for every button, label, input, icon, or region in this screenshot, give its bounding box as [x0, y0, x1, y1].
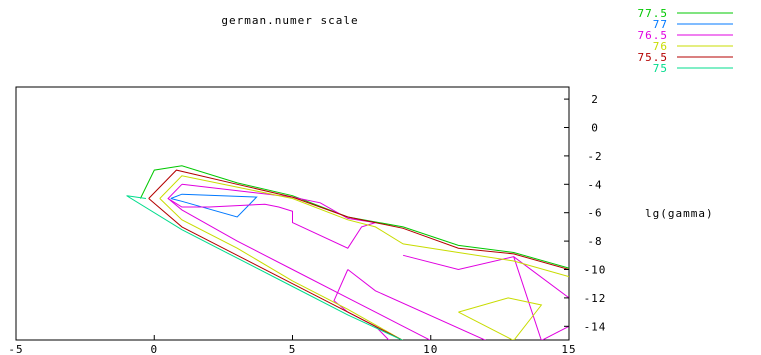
y-axis: 2 0 -2 -4 -6 -8 -10 -12 -14 — [564, 93, 607, 333]
y-tick-label: -10 — [584, 264, 607, 277]
x-tick-label: 5 — [289, 343, 297, 355]
legend-label: 75 — [653, 62, 668, 75]
contour-line-77 — [170, 193, 258, 218]
legend-label: 76.5 — [638, 29, 669, 42]
legend-label: 75.5 — [638, 51, 669, 64]
contour-lines — [126, 165, 569, 340]
y-tick-label: -4 — [587, 178, 602, 191]
x-tick-label: 15 — [561, 343, 576, 355]
contour-line-76.5 — [541, 325, 569, 340]
y-tick-label: -8 — [587, 235, 602, 248]
y-tick-label: -6 — [587, 207, 602, 220]
contour-line-76 — [159, 198, 404, 340]
contour-line-75 — [126, 195, 404, 340]
contour-line-76 — [159, 175, 569, 278]
y-tick-label: -2 — [587, 150, 602, 163]
x-tick-label: 0 — [150, 343, 158, 355]
contour-line-76 — [458, 297, 543, 340]
y-tick-label: 2 — [591, 93, 599, 106]
contour-line-75.5 — [148, 169, 569, 270]
legend-label: 77.5 — [638, 7, 669, 20]
x-axis: -5 0 5 10 15 — [8, 335, 576, 355]
contour-line-76.5 — [167, 183, 376, 249]
y-tick-label: -14 — [584, 320, 607, 333]
contour-line-75.5 — [148, 198, 404, 340]
x-tick-label: 10 — [423, 343, 438, 355]
contour-line-76.5 — [167, 198, 431, 340]
chart-title: german.numer scale — [221, 14, 358, 27]
contour-line-76.5 — [402, 254, 569, 299]
contour-line-76.5 — [513, 256, 542, 340]
y-tick-label: -12 — [584, 292, 607, 305]
contour-line-76.5 — [347, 269, 487, 340]
x-tick-label: -5 — [8, 343, 23, 355]
y-tick-label: 0 — [591, 122, 599, 135]
legend-label: 76 — [653, 40, 668, 53]
y-axis-label: lg(gamma) — [645, 207, 714, 220]
contour-line-77.5 — [139, 165, 569, 269]
legend-label: 77 — [653, 18, 668, 31]
